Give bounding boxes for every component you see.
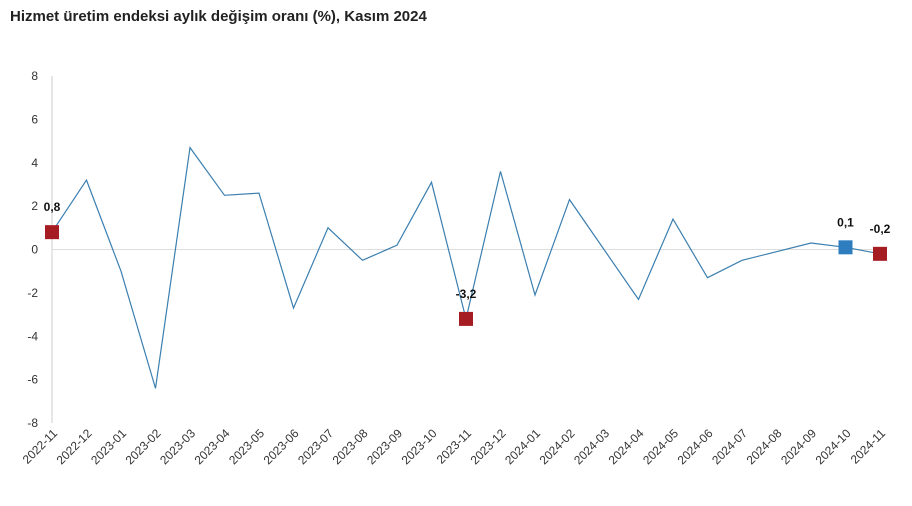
y-tick-label: 2	[31, 199, 38, 213]
x-tick-label: 2024-02	[537, 426, 578, 467]
chart-title: Hizmet üretim endeksi aylık değişim oran…	[10, 8, 427, 25]
series-line	[51, 146, 881, 389]
data-point-marker	[45, 225, 59, 240]
x-tick-label: 2023-06	[261, 426, 302, 467]
data-label: 0,8	[44, 200, 61, 214]
x-tick-label: 2023-10	[399, 426, 440, 467]
x-tick-label: 2024-05	[640, 426, 681, 467]
x-tick-label: 2024-11	[848, 426, 889, 467]
x-tick-label: 2023-02	[123, 426, 164, 467]
x-tick-label: 2024-04	[606, 426, 647, 467]
y-axis-labels: 8 6 4 2 0 -2 -4 -6 -8	[27, 69, 38, 430]
y-tick-label: 0	[31, 243, 38, 257]
x-tick-label: 2024-03	[571, 426, 612, 467]
x-tick-label: 2023-12	[468, 426, 509, 467]
x-tick-label: 2024-01	[502, 426, 543, 467]
x-tick-label: 2023-08	[330, 426, 371, 467]
data-point-marker	[459, 311, 473, 326]
x-tick-label: 2023-01	[88, 426, 129, 467]
x-tick-label: 2024-09	[778, 426, 819, 467]
y-tick-label: -8	[27, 416, 38, 430]
axes	[51, 76, 880, 423]
x-tick-label: 2023-11	[434, 426, 475, 467]
data-label: 0,1	[837, 215, 854, 229]
x-tick-label: 2022-11	[20, 426, 61, 467]
x-tick-label: 2023-04	[192, 426, 233, 467]
y-tick-label: -2	[27, 286, 38, 300]
x-tick-label: 2023-09	[364, 426, 405, 467]
data-label: -3,2	[456, 287, 477, 301]
highlight-markers	[45, 225, 887, 326]
x-tick-label: 2024-10	[813, 426, 854, 467]
series-lines	[51, 146, 881, 389]
data-label: -0,2	[870, 222, 891, 236]
x-tick-label: 2024-07	[709, 426, 750, 467]
x-tick-label: 2023-03	[157, 426, 198, 467]
y-tick-label: 8	[31, 69, 38, 83]
data-labels: 0,8 -3,2 0,1 -0,2	[44, 200, 891, 301]
y-tick-label: -4	[27, 329, 38, 343]
data-point-marker	[873, 246, 887, 261]
y-tick-label: -6	[27, 373, 38, 387]
data-point-marker	[838, 240, 853, 255]
x-tick-label: 2024-08	[744, 426, 785, 467]
y-tick-label: 4	[31, 156, 38, 170]
y-tick-label: 6	[31, 112, 38, 126]
x-tick-label: 2023-07	[295, 426, 336, 467]
x-tick-label: 2024-06	[675, 426, 716, 467]
x-axis-labels: 2022-112022-122023-012023-022023-032023-…	[20, 426, 889, 467]
x-tick-label: 2022-12	[54, 426, 95, 467]
x-tick-label: 2023-05	[226, 426, 267, 467]
